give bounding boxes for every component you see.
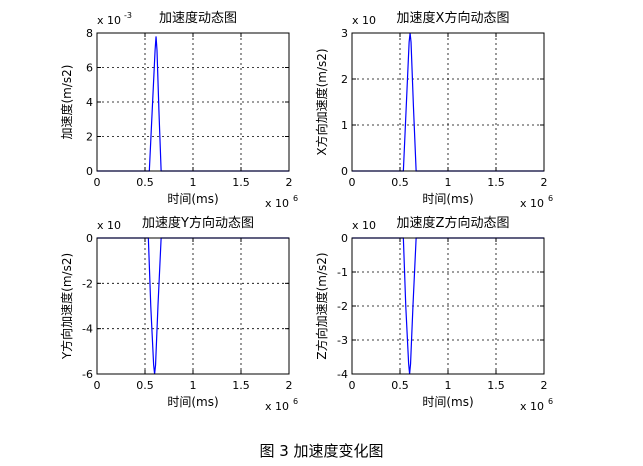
x-multiplier: x 10 — [520, 400, 544, 413]
x-tick-label: 0 — [94, 379, 101, 392]
x-tick-label: 1.5 — [487, 176, 505, 189]
y-axis-label: Z方向加速度(m/s2) — [314, 252, 329, 359]
y-multiplier-exponent: -3 — [124, 11, 132, 20]
y-tick-label: -4 — [82, 323, 93, 336]
y-tick-label: -2 — [82, 277, 93, 290]
subplot-title: 加速度Y方向动态图 — [142, 215, 254, 231]
y-tick-label: 0 — [341, 232, 348, 245]
y-multiplier: x 10 — [352, 14, 376, 27]
subplot-title: 加速度X方向动态图 — [397, 10, 510, 26]
y-tick-label: -4 — [337, 368, 348, 381]
x-tick-label: 2 — [541, 379, 548, 392]
y-tick-label: 2 — [86, 131, 93, 144]
y-tick-label: 2 — [341, 73, 348, 86]
x-tick-label: 0.5 — [136, 176, 154, 189]
y-tick-label: 4 — [86, 96, 93, 109]
x-tick-label: 0.5 — [391, 379, 409, 392]
y-tick-label: 3 — [341, 27, 348, 40]
y-axis-label: 加速度(m/s2) — [59, 65, 74, 140]
y-tick-label: 0 — [341, 165, 348, 178]
y-tick-label: -3 — [337, 334, 348, 347]
x-tick-label: 1.5 — [487, 379, 505, 392]
y-tick-label: -1 — [337, 266, 348, 279]
subplot-title: 加速度Z方向动态图 — [397, 215, 510, 231]
x-tick-label: 1.5 — [232, 379, 250, 392]
x-tick-label: 1 — [445, 176, 452, 189]
x-multiplier: x 10 — [265, 400, 289, 413]
subplot-title: 加速度动态图 — [159, 10, 237, 26]
x-multiplier-exponent: 6 — [548, 194, 553, 203]
x-tick-label: 0 — [349, 176, 356, 189]
y-tick-label: -6 — [82, 368, 93, 381]
x-tick-label: 2 — [541, 176, 548, 189]
figure-caption: 图 3 加速度变化图 — [259, 442, 384, 460]
x-tick-label: 1 — [445, 379, 452, 392]
x-multiplier-exponent: 6 — [548, 397, 553, 406]
y-tick-label: 6 — [86, 62, 93, 75]
subplot-4: 0 0.5 1 1.5 2 -4 -3 -2 -1 0 x 10 x 10 6 加速度Z方向动态图时间(m… — [314, 215, 553, 413]
y-tick-label: -2 — [337, 300, 348, 313]
y-multiplier: x 10 — [97, 14, 121, 27]
x-tick-label: 2 — [286, 176, 293, 189]
x-tick-label: 0 — [349, 379, 356, 392]
x-tick-label: 1.5 — [232, 176, 250, 189]
x-axis-label: 时间(ms) — [167, 395, 218, 409]
x-multiplier-exponent: 6 — [293, 397, 298, 406]
x-tick-label: 0.5 — [136, 379, 154, 392]
x-tick-label: 1 — [190, 176, 197, 189]
x-multiplier-exponent: 6 — [293, 194, 298, 203]
x-tick-label: 2 — [286, 379, 293, 392]
x-tick-label: 0 — [94, 176, 101, 189]
series-line-1 — [97, 36, 289, 172]
y-tick-label: 0 — [86, 232, 93, 245]
y-multiplier: x 10 — [352, 219, 376, 232]
y-axis-label: Y方向加速度(m/s2) — [59, 253, 74, 360]
x-multiplier: x 10 — [265, 197, 289, 210]
y-tick-label: 8 — [86, 27, 93, 40]
plot-area — [97, 238, 289, 374]
y-tick-label: 0 — [86, 165, 93, 178]
y-axis-label: X方向加速度(m/s2) — [314, 48, 329, 155]
x-multiplier: x 10 — [520, 197, 544, 210]
y-tick-label: 1 — [341, 119, 348, 132]
x-axis-label: 时间(ms) — [422, 395, 473, 409]
x-axis-label: 时间(ms) — [167, 192, 218, 206]
x-tick-label: 1 — [190, 379, 197, 392]
subplot-3: 0 0.5 1 1.5 2 -6 -4 -2 0 x 10 x 10 6 加速度Y方向动态图时间(ms)… — [59, 215, 298, 413]
x-tick-label: 0.5 — [391, 176, 409, 189]
y-multiplier: x 10 — [97, 219, 121, 232]
x-axis-label: 时间(ms) — [422, 192, 473, 206]
